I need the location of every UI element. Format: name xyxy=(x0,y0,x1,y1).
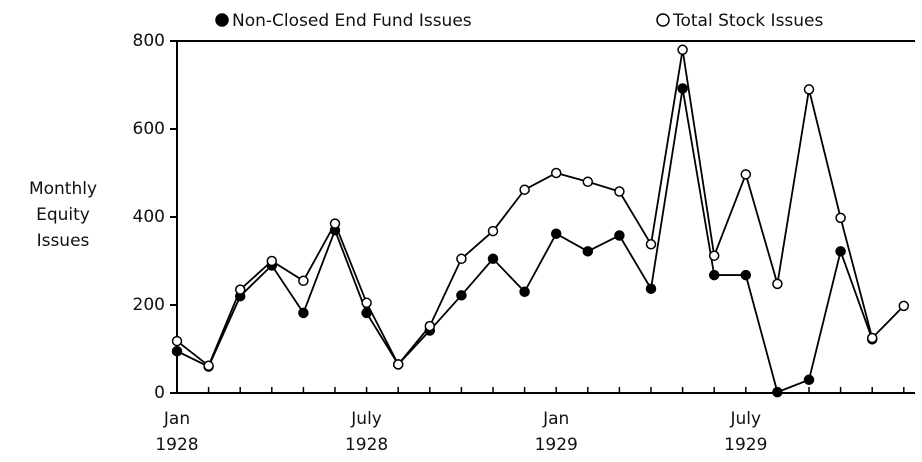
data-point xyxy=(582,246,594,257)
y-axis-label: Monthly Equity Issues xyxy=(29,179,97,251)
data-point xyxy=(866,332,878,344)
data-point xyxy=(298,275,309,287)
y-tick-label: 400 xyxy=(133,207,165,227)
data-point xyxy=(487,253,499,265)
y-tick-label: 600 xyxy=(133,119,165,139)
data-point xyxy=(645,283,657,294)
data-point xyxy=(234,284,246,295)
x-tick-label: July 1928 xyxy=(345,409,388,455)
data-point xyxy=(519,184,530,195)
data-point xyxy=(708,269,720,281)
data-point xyxy=(614,230,625,241)
x-tick-label: July 1929 xyxy=(724,409,767,455)
data-point xyxy=(550,228,562,239)
data-point xyxy=(835,212,846,224)
data-point xyxy=(266,255,278,267)
data-point xyxy=(203,360,214,371)
x-tick-label: Jan 1929 xyxy=(535,409,578,455)
data-point xyxy=(614,186,625,197)
data-point xyxy=(392,359,404,370)
data-point xyxy=(740,269,752,281)
data-point xyxy=(298,307,309,319)
data-point xyxy=(171,335,183,347)
data-point xyxy=(677,83,688,94)
x-tick-label: Jan 1928 xyxy=(155,409,198,455)
data-point xyxy=(677,44,688,56)
legend-marker xyxy=(215,13,229,27)
y-tick-label: 0 xyxy=(154,383,165,403)
data-point xyxy=(424,320,436,332)
data-point xyxy=(456,290,467,301)
y-tick-label: 800 xyxy=(133,31,165,51)
data-point xyxy=(171,345,183,357)
data-point xyxy=(740,169,752,180)
data-point xyxy=(519,286,530,298)
data-point xyxy=(645,239,657,250)
legend-marker xyxy=(656,13,670,27)
data-point xyxy=(835,246,846,257)
data-point xyxy=(803,84,815,95)
data-point xyxy=(708,250,720,261)
series-line xyxy=(176,49,905,368)
data-point xyxy=(772,386,783,398)
data-point xyxy=(361,297,372,309)
data-point xyxy=(803,374,815,386)
data-point xyxy=(329,218,341,229)
y-tick-label: 200 xyxy=(133,295,165,315)
legend-label: Non-Closed End Fund Issues xyxy=(232,11,472,31)
data-point xyxy=(550,167,562,179)
data-point xyxy=(582,176,594,188)
data-point xyxy=(456,253,467,265)
legend-label: Total Stock Issues xyxy=(672,11,824,31)
series-line xyxy=(176,88,874,394)
data-point xyxy=(898,300,910,312)
data-point xyxy=(772,278,783,290)
data-point xyxy=(487,225,499,237)
